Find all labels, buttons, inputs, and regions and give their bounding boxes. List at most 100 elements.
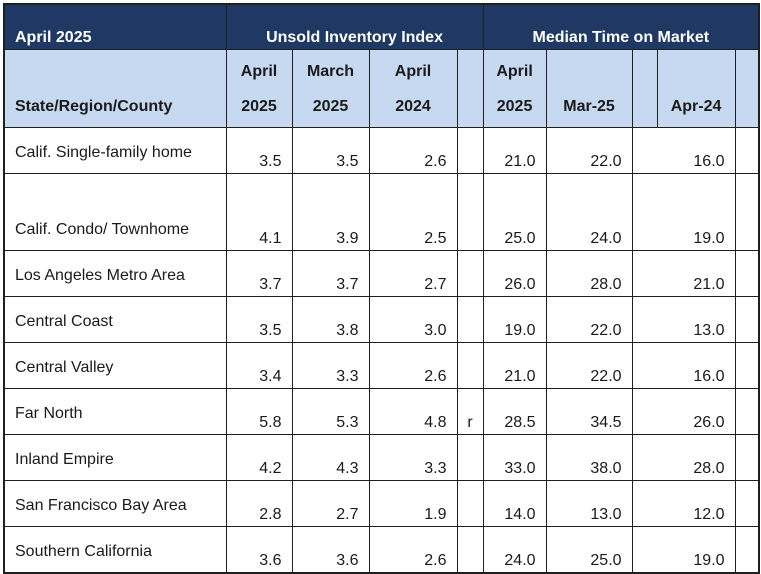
column-header-row: State/Region/County April 2025 March 2025 … <box>3 49 760 128</box>
inv-prev-year-cell: 2.5 <box>368 173 458 251</box>
mkt-prev-year-cell: 21.0 <box>631 250 736 297</box>
spacer-cell <box>734 127 760 174</box>
region-name: Central Coast <box>3 296 227 343</box>
mkt-prev-month-cell: 38.0 <box>545 434 633 481</box>
spacer-cell <box>734 173 760 251</box>
mkt-prev-year-cell: 19.0 <box>631 173 736 251</box>
mkt-prev-year-cell: 28.0 <box>631 434 736 481</box>
mkt-current-cell: 25.0 <box>482 173 547 251</box>
inv-prev-year-cell: 3.0 <box>368 296 458 343</box>
market-group-title: Median Time on Market <box>482 3 760 50</box>
revision-flag-cell: r <box>456 388 484 435</box>
mkt-prev-month-cell: 34.5 <box>545 388 633 435</box>
inv-current-cell: 3.5 <box>225 127 293 174</box>
spacer-cell <box>734 480 760 527</box>
mkt-prev-year-cell: 16.0 <box>631 127 736 174</box>
table-row: Far North 5.8 5.3 4.8 r 28.5 34.5 26.0 <box>3 388 760 435</box>
header-inv-current-month: April <box>240 63 278 80</box>
inv-prev-month-cell: 3.7 <box>291 250 370 297</box>
region-name: Inland Empire <box>3 434 227 481</box>
region-name: Southern California <box>3 526 227 574</box>
spacer-cell <box>734 250 760 297</box>
inv-prev-year-cell: 2.6 <box>368 526 458 574</box>
inv-prev-year-cell: 2.6 <box>368 127 458 174</box>
revision-flag-cell <box>456 173 484 251</box>
inv-current-cell: 5.8 <box>225 388 293 435</box>
table-row: Southern California 3.6 3.6 2.6 24.0 25.… <box>3 526 760 574</box>
inventory-group-title: Unsold Inventory Index <box>225 3 484 50</box>
mkt-prev-month-cell: 28.0 <box>545 250 633 297</box>
revision-flag-cell <box>456 526 484 574</box>
table-row: Inland Empire 4.2 4.3 3.3 33.0 38.0 28.0 <box>3 434 760 481</box>
mkt-prev-month-cell: 22.0 <box>545 127 633 174</box>
mkt-current-cell: 24.0 <box>482 526 547 574</box>
header-inv-prev-year: April 2024 <box>368 49 458 128</box>
spacer-cell <box>734 342 760 389</box>
inv-current-cell: 2.8 <box>225 480 293 527</box>
inv-prev-year-cell: 1.9 <box>368 480 458 527</box>
table-row: San Francisco Bay Area 2.8 2.7 1.9 14.0 … <box>3 480 760 527</box>
revision-flag-cell <box>456 296 484 343</box>
inventory-table: April 2025 Unsold Inventory Index Median… <box>3 3 761 574</box>
inv-prev-year-cell: 2.7 <box>368 250 458 297</box>
inv-prev-month-cell: 2.7 <box>291 480 370 527</box>
region-name: Far North <box>3 388 227 435</box>
title-row: April 2025 Unsold Inventory Index Median… <box>3 3 760 50</box>
header-mkt-prev-year: Apr-24 <box>656 49 736 128</box>
inv-current-cell: 4.1 <box>225 173 293 251</box>
header-inv-prev-month: March 2025 <box>291 49 370 128</box>
mkt-prev-year-cell: 19.0 <box>631 526 736 574</box>
mkt-current-cell: 33.0 <box>482 434 547 481</box>
spacer-cell <box>734 526 760 574</box>
header-flag-spacer <box>456 49 484 128</box>
header-spacer-a <box>631 49 658 128</box>
inv-current-cell: 3.6 <box>225 526 293 574</box>
mkt-current-cell: 26.0 <box>482 250 547 297</box>
region-name: Los Angeles Metro Area <box>3 250 227 297</box>
inv-current-cell: 4.2 <box>225 434 293 481</box>
header-region: State/Region/County <box>3 49 227 128</box>
header-spacer-b <box>734 49 760 128</box>
inv-prev-month-cell: 4.3 <box>291 434 370 481</box>
report-period: April 2025 <box>3 3 227 50</box>
mkt-prev-year-cell: 26.0 <box>631 388 736 435</box>
spacer-cell <box>734 296 760 343</box>
header-inv-prev-year-month: April <box>394 63 432 80</box>
revision-flag-cell <box>456 480 484 527</box>
revision-flag-cell <box>456 250 484 297</box>
inv-prev-year-cell: 4.8 <box>368 388 458 435</box>
inv-prev-month-cell: 3.5 <box>291 127 370 174</box>
table-row: Calif. Condo/ Townhome 4.1 3.9 2.5 25.0 … <box>3 173 760 251</box>
mkt-current-cell: 21.0 <box>482 342 547 389</box>
revision-flag-cell <box>456 342 484 389</box>
mkt-prev-month-cell: 22.0 <box>545 296 633 343</box>
header-inv-current-year: 2025 <box>241 98 277 115</box>
mkt-prev-month-cell: 25.0 <box>545 526 633 574</box>
header-inv-prev-month-year: 2025 <box>312 98 349 115</box>
inv-prev-month-cell: 3.6 <box>291 526 370 574</box>
region-name: Calif. Single-family home <box>3 127 227 174</box>
header-mkt-current: April 2025 <box>482 49 547 128</box>
spacer-cell <box>734 388 760 435</box>
revision-flag-cell <box>456 434 484 481</box>
inv-prev-month-cell: 3.3 <box>291 342 370 389</box>
table-row: Calif. Single-family home 3.5 3.5 2.6 21… <box>3 127 760 174</box>
mkt-prev-year-cell: 13.0 <box>631 296 736 343</box>
spacer-cell <box>734 434 760 481</box>
table-row: Central Coast 3.5 3.8 3.0 19.0 22.0 13.0 <box>3 296 760 343</box>
mkt-current-cell: 19.0 <box>482 296 547 343</box>
inv-prev-month-cell: 3.8 <box>291 296 370 343</box>
mkt-prev-year-cell: 16.0 <box>631 342 736 389</box>
table-row: Los Angeles Metro Area 3.7 3.7 2.7 26.0 … <box>3 250 760 297</box>
table-row: Central Valley 3.4 3.3 2.6 21.0 22.0 16.… <box>3 342 760 389</box>
region-name: Calif. Condo/ Townhome <box>3 173 227 251</box>
revision-flag-cell <box>456 127 484 174</box>
inv-prev-year-cell: 2.6 <box>368 342 458 389</box>
mkt-current-cell: 21.0 <box>482 127 547 174</box>
inv-prev-month-cell: 3.9 <box>291 173 370 251</box>
inv-current-cell: 3.7 <box>225 250 293 297</box>
mkt-current-cell: 28.5 <box>482 388 547 435</box>
table-body: April 2025 Unsold Inventory Index Median… <box>3 3 760 574</box>
mkt-prev-month-cell: 13.0 <box>545 480 633 527</box>
header-inv-prev-month-month: March <box>306 63 355 80</box>
